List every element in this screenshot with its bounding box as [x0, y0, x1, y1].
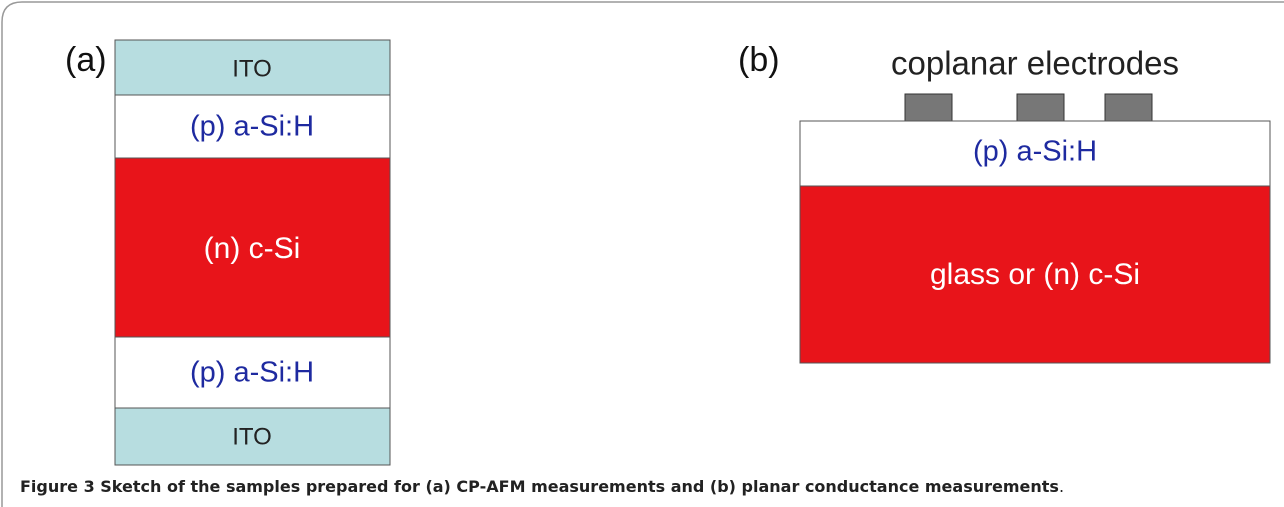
caption-bold: Figure 3 Sketch of the samples prepared …	[20, 477, 1059, 496]
layer	[114, 94, 391, 159]
layer-label: (p) a-Si:H	[190, 111, 314, 143]
layer	[114, 407, 391, 466]
layer	[799, 120, 1271, 187]
layer	[114, 336, 391, 409]
layer-label: ITO	[232, 423, 272, 450]
layer	[799, 185, 1271, 364]
layer-label: (n) c-Si	[204, 232, 301, 265]
panel-label: (b)	[738, 41, 780, 79]
electrode	[904, 93, 953, 122]
layer-label: glass or (n) c-Si	[930, 258, 1140, 291]
electrodes-label: coplanar electrodes	[891, 45, 1179, 82]
panel-label: (a)	[65, 41, 107, 79]
layer-label: (p) a-Si:H	[190, 357, 314, 389]
caption-end: .	[1058, 477, 1065, 496]
caption: Figure 3 Sketch of the samples prepared …	[20, 477, 1064, 496]
layer-label: (p) a-Si:H	[973, 136, 1097, 168]
electrode	[1016, 93, 1065, 122]
electrode	[1104, 93, 1153, 122]
layer-label: ITO	[232, 55, 272, 82]
